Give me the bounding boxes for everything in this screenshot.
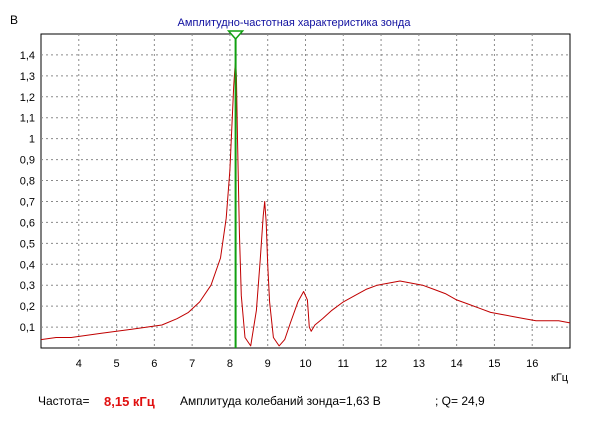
chart-title: Амплитудно-частотная характеристика зонд… <box>178 17 412 29</box>
x-tick-label: 12 <box>375 358 387 370</box>
y-tick-label: 1 <box>29 134 35 146</box>
y-tick-label: 0,4 <box>20 259 35 271</box>
x-tick-label: 7 <box>189 358 195 370</box>
y-tick-label: 0,8 <box>20 176 35 188</box>
y-tick-labels: 0,1 0,2 0,3 0,4 0,5 0,6 0,7 0,8 0,9 1 1,1 1,2 1,3 1,4 <box>20 50 35 334</box>
y-tick-label: 1,2 <box>20 92 35 104</box>
marker-handle[interactable] <box>226 30 245 41</box>
frequency-response-chart[interactable]: 0,1 0,2 0,3 0,4 0,5 0,6 0,7 0,8 0,9 1 1,1 1,2 1,3 1,4… <box>0 0 589 385</box>
y-tick-label: 0,6 <box>20 217 35 229</box>
x-tick-label: 5 <box>114 358 120 370</box>
series-line <box>40 60 571 347</box>
x-tick-label: 16 <box>526 358 538 370</box>
y-tick-label: 1,1 <box>20 113 35 125</box>
x-tick-label: 13 <box>413 358 425 370</box>
y-tick-label: 0,7 <box>20 196 35 208</box>
y-axis-label: В <box>10 13 18 27</box>
q-factor-readout: ; Q= 24,9 <box>435 394 485 408</box>
y-tick-label: 0,9 <box>20 155 35 167</box>
x-tick-label: 10 <box>299 358 311 370</box>
x-tick-label: 14 <box>451 358 463 370</box>
x-tick-label: 6 <box>151 358 157 370</box>
x-tick-label: 4 <box>76 358 82 370</box>
y-tick-label: 0,5 <box>20 238 35 250</box>
status-bar: Частота= 8,15 кГц Амплитуда колебаний зо… <box>0 385 589 421</box>
x-axis-label: кГц <box>551 372 569 384</box>
x-tick-labels: 4 5 6 7 8 9 10 11 12 13 14 15 16 <box>76 358 539 370</box>
frequency-label: Частота= <box>38 394 90 408</box>
frequency-value: 8,15 кГц <box>104 394 155 409</box>
x-tick-label: 11 <box>338 358 349 370</box>
y-tick-label: 0,2 <box>20 301 35 313</box>
y-tick-label: 0,3 <box>20 280 35 292</box>
x-tick-label: 8 <box>227 358 233 370</box>
series-layer <box>40 60 571 347</box>
y-tick-label: 0,1 <box>20 322 35 334</box>
x-tick-label: 15 <box>488 358 500 370</box>
chart-canvas[interactable]: 0,1 0,2 0,3 0,4 0,5 0,6 0,7 0,8 0,9 1 1,1 1,2 1,3 1,4… <box>0 0 589 385</box>
frequency-marker[interactable] <box>226 30 245 348</box>
x-tick-label: 9 <box>265 358 271 370</box>
amplitude-readout: Амплитуда колебаний зонда=1,63 В <box>180 394 381 408</box>
y-tick-label: 1,4 <box>20 50 35 62</box>
y-tick-label: 1,3 <box>20 71 35 83</box>
